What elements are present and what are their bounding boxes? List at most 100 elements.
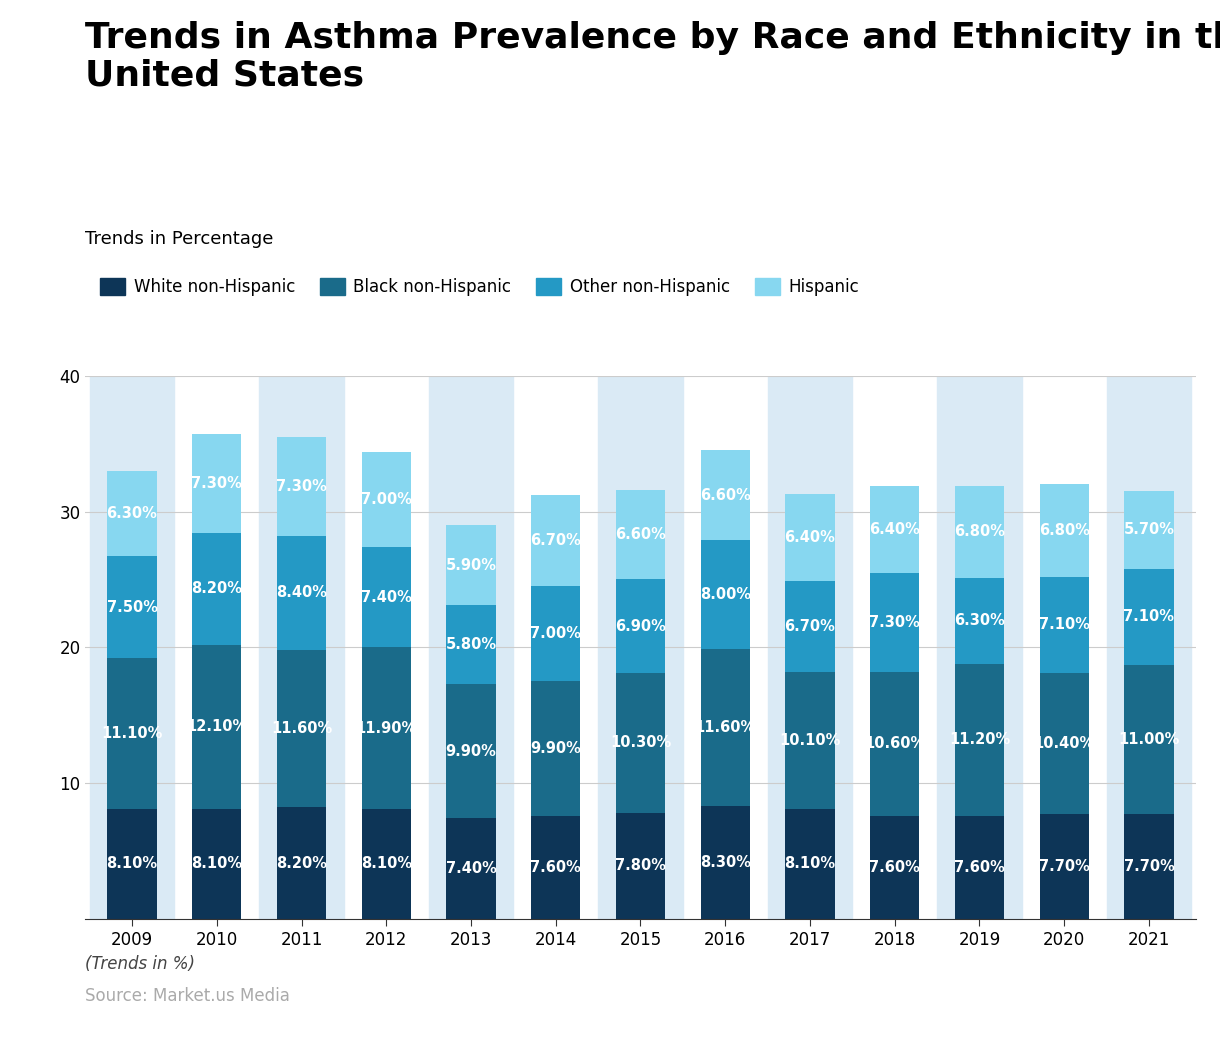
Bar — [786, 809, 834, 919]
Bar — [616, 813, 665, 919]
Bar — [428, 376, 514, 919]
Bar — [361, 452, 411, 547]
Bar — [107, 471, 156, 556]
Text: 8.10%: 8.10% — [192, 856, 243, 872]
Bar — [193, 533, 242, 644]
Bar — [955, 815, 1004, 919]
Bar — [1039, 484, 1088, 576]
Bar — [870, 485, 920, 572]
Text: 7.70%: 7.70% — [1038, 859, 1089, 874]
Text: 11.20%: 11.20% — [949, 732, 1010, 748]
Text: 10.40%: 10.40% — [1033, 736, 1094, 751]
Bar — [598, 376, 683, 919]
Text: 5.70%: 5.70% — [1124, 522, 1175, 538]
Bar — [767, 376, 853, 919]
Bar — [447, 818, 495, 919]
Bar — [955, 578, 1004, 664]
Bar — [1107, 376, 1192, 919]
Bar — [616, 673, 665, 813]
Text: 9.90%: 9.90% — [445, 743, 497, 759]
Bar — [786, 580, 834, 671]
Bar — [1125, 569, 1174, 665]
Bar — [531, 495, 581, 587]
Text: 7.70%: 7.70% — [1124, 859, 1175, 874]
Text: 5.80%: 5.80% — [445, 637, 497, 652]
Text: 7.60%: 7.60% — [954, 859, 1005, 875]
Bar — [447, 606, 495, 684]
Text: 6.70%: 6.70% — [784, 619, 836, 634]
Bar — [531, 587, 581, 682]
Bar — [447, 525, 495, 606]
Bar — [193, 809, 242, 919]
Text: 11.60%: 11.60% — [271, 721, 332, 736]
Text: 6.80%: 6.80% — [1038, 523, 1089, 538]
Bar — [193, 644, 242, 809]
Text: 6.30%: 6.30% — [106, 506, 157, 521]
Legend: White non-Hispanic, Black non-Hispanic, Other non-Hispanic, Hispanic: White non-Hispanic, Black non-Hispanic, … — [94, 271, 866, 303]
Bar — [447, 684, 495, 818]
Text: 7.80%: 7.80% — [615, 858, 666, 873]
Bar — [1039, 576, 1088, 673]
Text: 7.10%: 7.10% — [1038, 617, 1089, 633]
Bar — [955, 485, 1004, 578]
Text: 10.30%: 10.30% — [610, 735, 671, 751]
Bar — [1125, 814, 1174, 919]
Text: 7.30%: 7.30% — [192, 476, 243, 492]
Text: (Trends in %): (Trends in %) — [85, 955, 195, 973]
Bar — [107, 556, 156, 658]
Bar — [870, 671, 920, 815]
Bar — [616, 490, 665, 579]
Text: 11.00%: 11.00% — [1119, 732, 1180, 748]
Text: 12.10%: 12.10% — [187, 719, 248, 734]
Bar — [937, 376, 1022, 919]
Text: 11.60%: 11.60% — [694, 720, 756, 735]
Text: 6.30%: 6.30% — [954, 613, 1005, 628]
Bar — [700, 648, 750, 806]
Bar — [616, 579, 665, 673]
Bar — [361, 809, 411, 919]
Text: Trends in Percentage: Trends in Percentage — [85, 230, 273, 247]
Bar — [1125, 492, 1174, 569]
Bar — [277, 650, 326, 807]
Bar — [361, 647, 411, 809]
Bar — [277, 536, 326, 650]
Bar — [89, 376, 174, 919]
Text: 7.00%: 7.00% — [531, 626, 581, 641]
Text: 6.90%: 6.90% — [615, 619, 666, 634]
Text: 11.90%: 11.90% — [356, 720, 417, 736]
Bar — [1125, 665, 1174, 814]
Text: 8.40%: 8.40% — [276, 586, 327, 600]
Text: 8.20%: 8.20% — [276, 856, 327, 871]
Bar — [531, 682, 581, 815]
Text: 6.60%: 6.60% — [700, 488, 750, 503]
Text: 7.50%: 7.50% — [106, 599, 157, 615]
Bar — [277, 807, 326, 919]
Bar — [786, 494, 834, 580]
Text: 7.30%: 7.30% — [276, 479, 327, 494]
Bar — [870, 572, 920, 671]
Text: 8.20%: 8.20% — [192, 582, 243, 596]
Text: Source: Market.us Media: Source: Market.us Media — [85, 987, 290, 1004]
Text: 6.80%: 6.80% — [954, 524, 1005, 540]
Text: 7.40%: 7.40% — [361, 590, 411, 604]
Bar — [786, 671, 834, 809]
Text: 10.60%: 10.60% — [864, 736, 925, 751]
Text: Trends in Asthma Prevalence by Race and Ethnicity in the
United States: Trends in Asthma Prevalence by Race and … — [85, 21, 1220, 93]
Text: 7.60%: 7.60% — [870, 859, 920, 875]
Bar — [1039, 673, 1088, 814]
Text: 7.00%: 7.00% — [361, 492, 412, 506]
Text: 6.40%: 6.40% — [870, 522, 920, 537]
Bar — [531, 815, 581, 919]
Text: 8.00%: 8.00% — [700, 587, 750, 601]
Text: 11.10%: 11.10% — [101, 726, 162, 741]
Text: 5.90%: 5.90% — [445, 557, 497, 573]
Text: 8.10%: 8.10% — [361, 856, 412, 872]
Text: 7.10%: 7.10% — [1124, 610, 1175, 624]
Text: 6.40%: 6.40% — [784, 530, 836, 545]
Bar — [259, 376, 344, 919]
Bar — [700, 806, 750, 919]
Bar — [193, 434, 242, 533]
Text: 7.60%: 7.60% — [531, 859, 581, 875]
Text: 9.90%: 9.90% — [531, 741, 581, 756]
Text: 8.10%: 8.10% — [784, 856, 836, 872]
